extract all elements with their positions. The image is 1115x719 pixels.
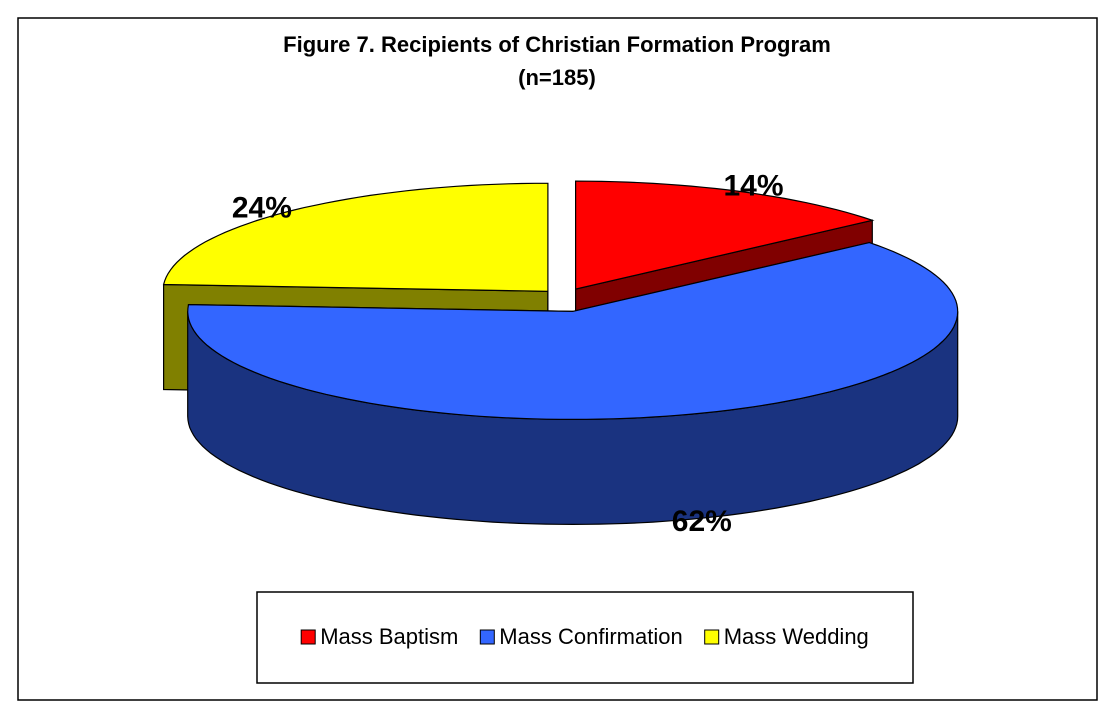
legend-label: Mass Confirmation (499, 624, 682, 649)
pie-slice (187, 241, 959, 526)
chart-title: Figure 7. Recipients of Christian Format… (283, 32, 831, 57)
legend: Mass Baptism Mass Confirmation Mass Weddin… (300, 624, 869, 649)
value-label: 62% (672, 505, 732, 538)
legend-label: Mass Baptism (320, 624, 458, 649)
chart-subtitle: (n=185) (518, 65, 596, 90)
legend-swatch (479, 629, 495, 645)
value-label: 24% (232, 192, 292, 225)
slice-top (575, 180, 875, 290)
legend-label: Mass Wedding (724, 624, 869, 649)
legend-swatch (300, 629, 316, 645)
slice-top (162, 182, 549, 292)
slice-top (187, 241, 959, 420)
legend-swatch (704, 629, 720, 645)
value-label: 14% (723, 170, 783, 203)
legend-box (256, 591, 914, 684)
pie: 14% 62% 24% (162, 170, 959, 538)
